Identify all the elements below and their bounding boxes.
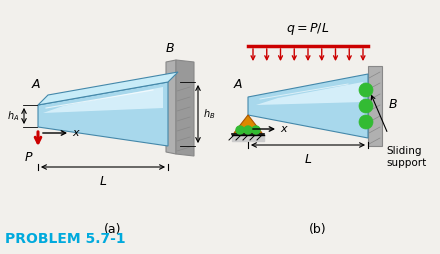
Polygon shape bbox=[43, 87, 163, 113]
Circle shape bbox=[359, 115, 373, 129]
Polygon shape bbox=[166, 60, 176, 154]
Circle shape bbox=[359, 99, 373, 113]
Text: $q = P/L$: $q = P/L$ bbox=[286, 21, 330, 37]
Polygon shape bbox=[176, 60, 194, 156]
Text: $x$: $x$ bbox=[280, 124, 289, 134]
Text: $L$: $L$ bbox=[99, 175, 107, 188]
Text: Sliding
support: Sliding support bbox=[386, 146, 426, 168]
Text: (b): (b) bbox=[309, 223, 327, 236]
Text: $L$: $L$ bbox=[304, 153, 312, 166]
Polygon shape bbox=[368, 66, 382, 146]
Text: $P$: $P$ bbox=[25, 151, 34, 164]
Text: PROBLEM 5.7-1: PROBLEM 5.7-1 bbox=[5, 232, 126, 246]
Text: $h_B$: $h_B$ bbox=[203, 107, 216, 121]
Circle shape bbox=[252, 126, 260, 134]
Text: $h_A$: $h_A$ bbox=[7, 109, 19, 123]
Circle shape bbox=[359, 83, 373, 97]
Polygon shape bbox=[38, 82, 168, 146]
Text: $x$: $x$ bbox=[72, 128, 81, 138]
Text: $A$: $A$ bbox=[233, 78, 243, 91]
Text: $A$: $A$ bbox=[31, 78, 41, 91]
Text: $B$: $B$ bbox=[165, 42, 175, 55]
Polygon shape bbox=[234, 115, 262, 133]
Text: $B$: $B$ bbox=[388, 98, 398, 110]
Circle shape bbox=[236, 126, 244, 134]
Polygon shape bbox=[256, 82, 363, 105]
Polygon shape bbox=[38, 72, 178, 105]
Circle shape bbox=[244, 126, 252, 134]
Text: (a): (a) bbox=[104, 223, 122, 236]
Polygon shape bbox=[248, 74, 368, 138]
